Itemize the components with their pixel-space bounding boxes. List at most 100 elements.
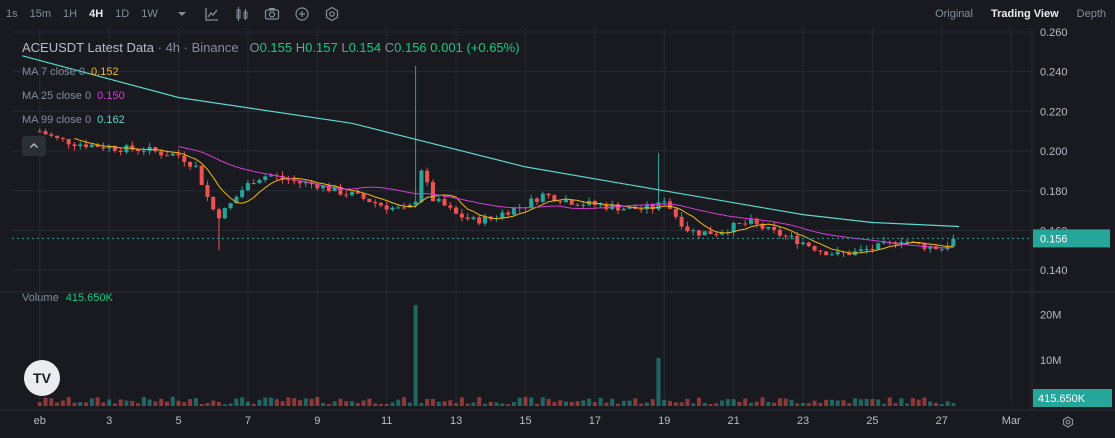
volume-bar [731, 399, 736, 406]
candle-body [627, 206, 632, 209]
price-tick-label: 0.240 [1040, 67, 1068, 79]
candle-body [668, 201, 673, 209]
chevron-up-icon [30, 143, 38, 148]
timeframe-1w[interactable]: 1W [141, 8, 158, 20]
candle-body [506, 212, 511, 215]
volume-bar [835, 400, 840, 406]
time-tick-label: 7 [245, 415, 251, 427]
camera-icon[interactable] [260, 0, 284, 28]
volume-bar [760, 397, 765, 406]
candle-body [373, 202, 378, 204]
candle-body [419, 170, 424, 202]
volume-bar [673, 402, 678, 406]
volume-bar [55, 402, 60, 406]
volume-bar [141, 397, 146, 406]
time-tick-label: 23 [797, 415, 809, 427]
candle-body [130, 145, 135, 150]
volume-bar [378, 403, 383, 406]
candle-body [164, 155, 169, 157]
candle-body [188, 161, 193, 167]
time-tick-label: 25 [866, 415, 878, 427]
price-chart[interactable]: 0.2600.2400.2200.2000.1800.1600.140eb357… [0, 28, 1115, 438]
candle-body [720, 232, 725, 235]
volume-bar [454, 403, 459, 406]
ma25-legend: MA 25 close 0 0.150 [22, 90, 125, 102]
volume-bar [176, 400, 181, 406]
timeframe-1h[interactable]: 1H [63, 8, 78, 20]
volume-bar [269, 397, 274, 406]
tradingview-logo[interactable]: TV [24, 360, 60, 396]
volume-bar [153, 401, 158, 406]
candle-body [344, 194, 349, 196]
volume-bar [199, 404, 204, 406]
volume-bar [644, 402, 649, 406]
volume-bar [349, 401, 355, 406]
time-tick-label: 5 [175, 415, 181, 427]
volume-bar [303, 398, 308, 406]
candle-body [413, 201, 418, 205]
view-tab-trading-view[interactable]: Trading View [990, 8, 1059, 20]
volume-bar [899, 398, 904, 406]
candle-body [72, 144, 77, 147]
timeframe-4h[interactable]: 4H [89, 8, 104, 20]
candlestick-icon[interactable] [230, 0, 254, 28]
candle-body [159, 151, 164, 156]
volume-bar [448, 400, 453, 406]
ma25-label: MA 25 close 0 [22, 90, 92, 102]
candle-body [367, 198, 372, 203]
settings-circle-icon[interactable] [320, 0, 344, 28]
chevron-down-icon[interactable] [170, 0, 194, 28]
volume-bar [66, 397, 71, 406]
candle-body [37, 131, 42, 133]
timeframe-15m[interactable]: 15m [29, 8, 52, 20]
plus-circle-icon[interactable] [290, 0, 314, 28]
volume-bar [419, 402, 424, 406]
volume-bar [633, 398, 638, 406]
price-tick-label: 0.140 [1040, 265, 1068, 277]
gear-icon[interactable] [1058, 412, 1078, 432]
volume-bar [754, 401, 759, 406]
view-tabs: Original Trading View Depth [926, 0, 1115, 28]
volume-bar [471, 402, 476, 406]
candle-body [511, 207, 516, 215]
volume-bar [164, 401, 169, 406]
candle-body [199, 165, 204, 186]
candle-body [679, 216, 684, 227]
candle-body [482, 216, 488, 224]
volume-bar [280, 401, 285, 406]
volume-bar [639, 403, 644, 406]
timeframe-1s[interactable]: 1s [6, 8, 18, 20]
volume-bar [396, 399, 401, 406]
timeframe-1d[interactable]: 1D [115, 8, 130, 20]
candle-body [182, 155, 187, 162]
volume-bar [558, 400, 563, 406]
volume-bar [864, 398, 869, 406]
candle-body [760, 223, 765, 229]
volume-bar [696, 397, 701, 406]
volume-bar [89, 398, 94, 406]
time-tick-label: 17 [589, 415, 601, 427]
candle-body [777, 229, 782, 236]
volume-bar [945, 401, 950, 406]
collapse-legend-button[interactable] [22, 136, 46, 156]
volume-bar [436, 401, 441, 406]
candle-body [905, 241, 910, 243]
view-tab-original[interactable]: Original [935, 8, 973, 20]
interval-label: 4h [165, 40, 181, 55]
volume-bar [569, 401, 574, 406]
current-price-badge [1033, 229, 1110, 248]
low-value: 0.154 [348, 40, 382, 55]
volume-bar [581, 400, 586, 406]
candle-body [43, 131, 48, 135]
volume-bar [222, 404, 227, 406]
current-price-label: 0.156 [1040, 233, 1068, 245]
line-chart-icon[interactable] [200, 0, 224, 28]
candle-body [286, 179, 291, 181]
view-tab-depth[interactable]: Depth [1076, 8, 1106, 20]
ma7-line [74, 137, 954, 254]
volume-bar [910, 398, 915, 406]
volume-bar [60, 400, 65, 406]
volume-bar [592, 402, 597, 406]
candle-body [754, 218, 759, 224]
volume-bar [679, 402, 684, 406]
